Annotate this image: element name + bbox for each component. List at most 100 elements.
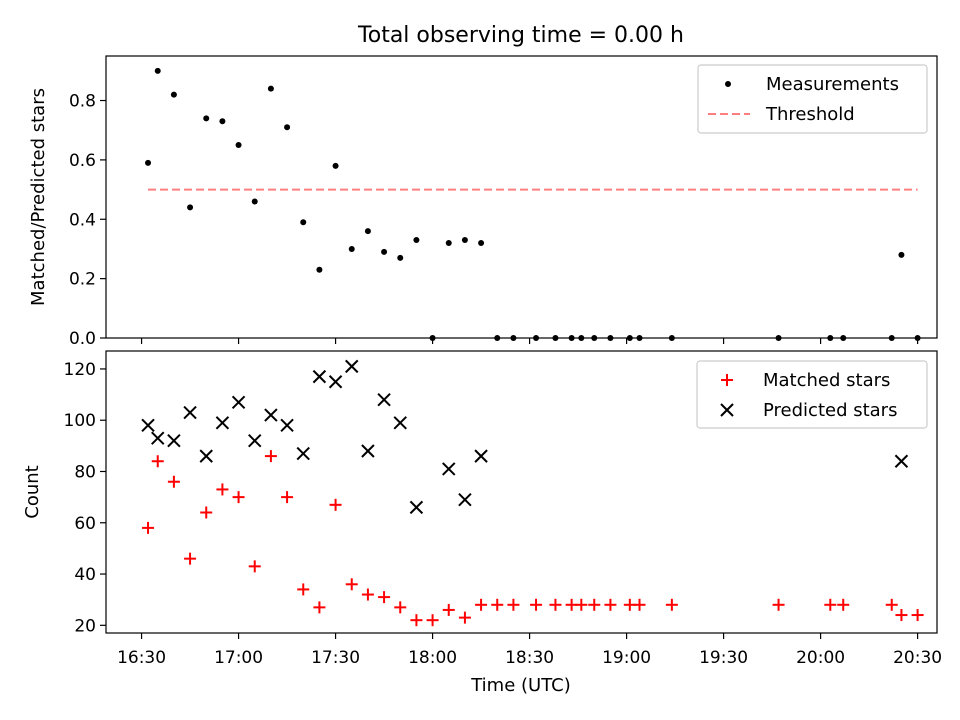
bottom-y-ticks: 20 40 60 80 100 120 [64,360,106,636]
matched-star-point [885,598,898,611]
measurement-point [203,115,210,122]
matched-star-point [772,598,785,611]
top-ytick-label: 0.0 [69,329,96,349]
bottom-axes-frame [105,350,938,634]
legend-matched-marker [721,374,733,386]
measurement-point [219,118,226,125]
top-ytick-label: 0.2 [69,270,96,290]
predicted-star-point [248,434,262,448]
x-axis-label: Time (UTC) [470,675,571,696]
predicted-star-point [894,454,909,468]
legend-threshold-label: Threshold [765,104,855,125]
xtick-label: 17:00 [214,648,263,668]
measurement-point [235,142,242,149]
xtick-label: 20:00 [796,648,845,668]
predicted-star-point [361,444,375,458]
matched-star-point [491,598,504,611]
bottom-plot: 20 40 60 80 100 120 16:30 17:00 17:30 18:00 18:30… [22,350,942,696]
matched-star-point [184,552,197,565]
top-ytick-label: 0.4 [69,210,96,230]
measurement-point [898,251,905,258]
predicted-star-point [474,449,488,463]
top-legend: Measurements Threshold [697,64,928,134]
predicted-star-point [393,416,407,430]
measurement-point [187,204,194,211]
top-x-ticks [140,338,919,344]
matched-star-point [200,506,213,519]
measurement-point [170,91,177,98]
bottom-ytick-label: 40 [74,565,96,585]
matched-star-point [911,609,924,622]
predicted-star-point [458,492,472,507]
measurement-point [478,240,485,247]
top-ytick-label: 0.6 [69,151,96,171]
measurement-point [251,198,258,205]
predicted-star-point [345,359,359,374]
matched-star-point [665,598,678,611]
measurement-point [461,237,468,244]
predicted-star-point [377,393,391,407]
bottom-x-ticks: 16:30 17:00 17:30 18:00 18:30 19:00 19:30 20:00… [117,633,942,668]
predicted-star-point [151,431,165,445]
matched-star-point [549,598,562,611]
xtick-label: 18:30 [505,648,554,668]
xtick-label: 19:00 [602,648,651,668]
matched-star-point [361,588,374,601]
predicted-star-point [280,418,294,433]
top-plot: 0.00.20.40.60.8 Matched/Predicted stars … [28,55,938,349]
matched-star-point [216,483,229,496]
predicted-star-point [312,369,327,384]
matched-star-point [248,560,261,573]
measurement-point [300,219,307,226]
predicted-star-point [199,449,213,463]
measurement-point [364,228,371,235]
legend-matched-label: Matched stars [763,370,890,391]
measurement-point [267,85,274,92]
matched-star-point [297,583,310,596]
bottom-ytick-label: 80 [74,462,96,482]
matched-star-point [530,598,543,611]
top-y-axis-label: Matched/Predicted stars [28,88,49,306]
bottom-ytick-label: 20 [74,616,96,636]
predicted-star-point [442,462,456,476]
bottom-marks [141,359,924,627]
measurement-point [445,240,452,247]
legend-measurements-label: Measurements [766,74,899,95]
legend-predicted-marker [720,403,734,417]
matched-star-point [167,475,180,488]
matched-star-point [475,598,488,611]
xtick-label: 17:30 [311,648,360,668]
predicted-star-point [215,416,230,430]
matched-star-point [458,611,471,624]
top-axes-frame [105,55,938,339]
matched-star-point [824,598,837,611]
matched-star-point [281,491,294,504]
matched-star-point [575,598,588,611]
predicted-star-point [167,434,181,448]
measurement-point [413,237,420,244]
measurement-point [284,124,291,131]
legend-predicted-label: Predicted stars [763,400,897,421]
figure-title: Total observing time = 0.00 h [357,23,684,48]
measurement-point [154,67,161,74]
measurement-point [348,245,355,252]
predicted-star-point [183,405,197,420]
legend-measurements-marker [725,81,731,87]
measurement-point [316,266,323,273]
matched-star-point [588,598,601,611]
bottom-y-axis-label: Count [22,465,43,518]
matched-star-point [394,601,407,614]
measurement-point [145,159,152,166]
predicted-star-point [141,418,155,433]
top-legend-box [697,64,928,134]
measurement-point [397,254,404,261]
measurement-point [332,162,339,169]
xtick-label: 16:30 [117,648,166,668]
matched-star-point [142,521,155,534]
matched-star-point [604,598,617,611]
predicted-star-point [296,446,310,461]
bottom-legend-box [696,360,928,429]
xtick-label: 18:00 [408,648,457,668]
matched-star-point [329,498,342,511]
